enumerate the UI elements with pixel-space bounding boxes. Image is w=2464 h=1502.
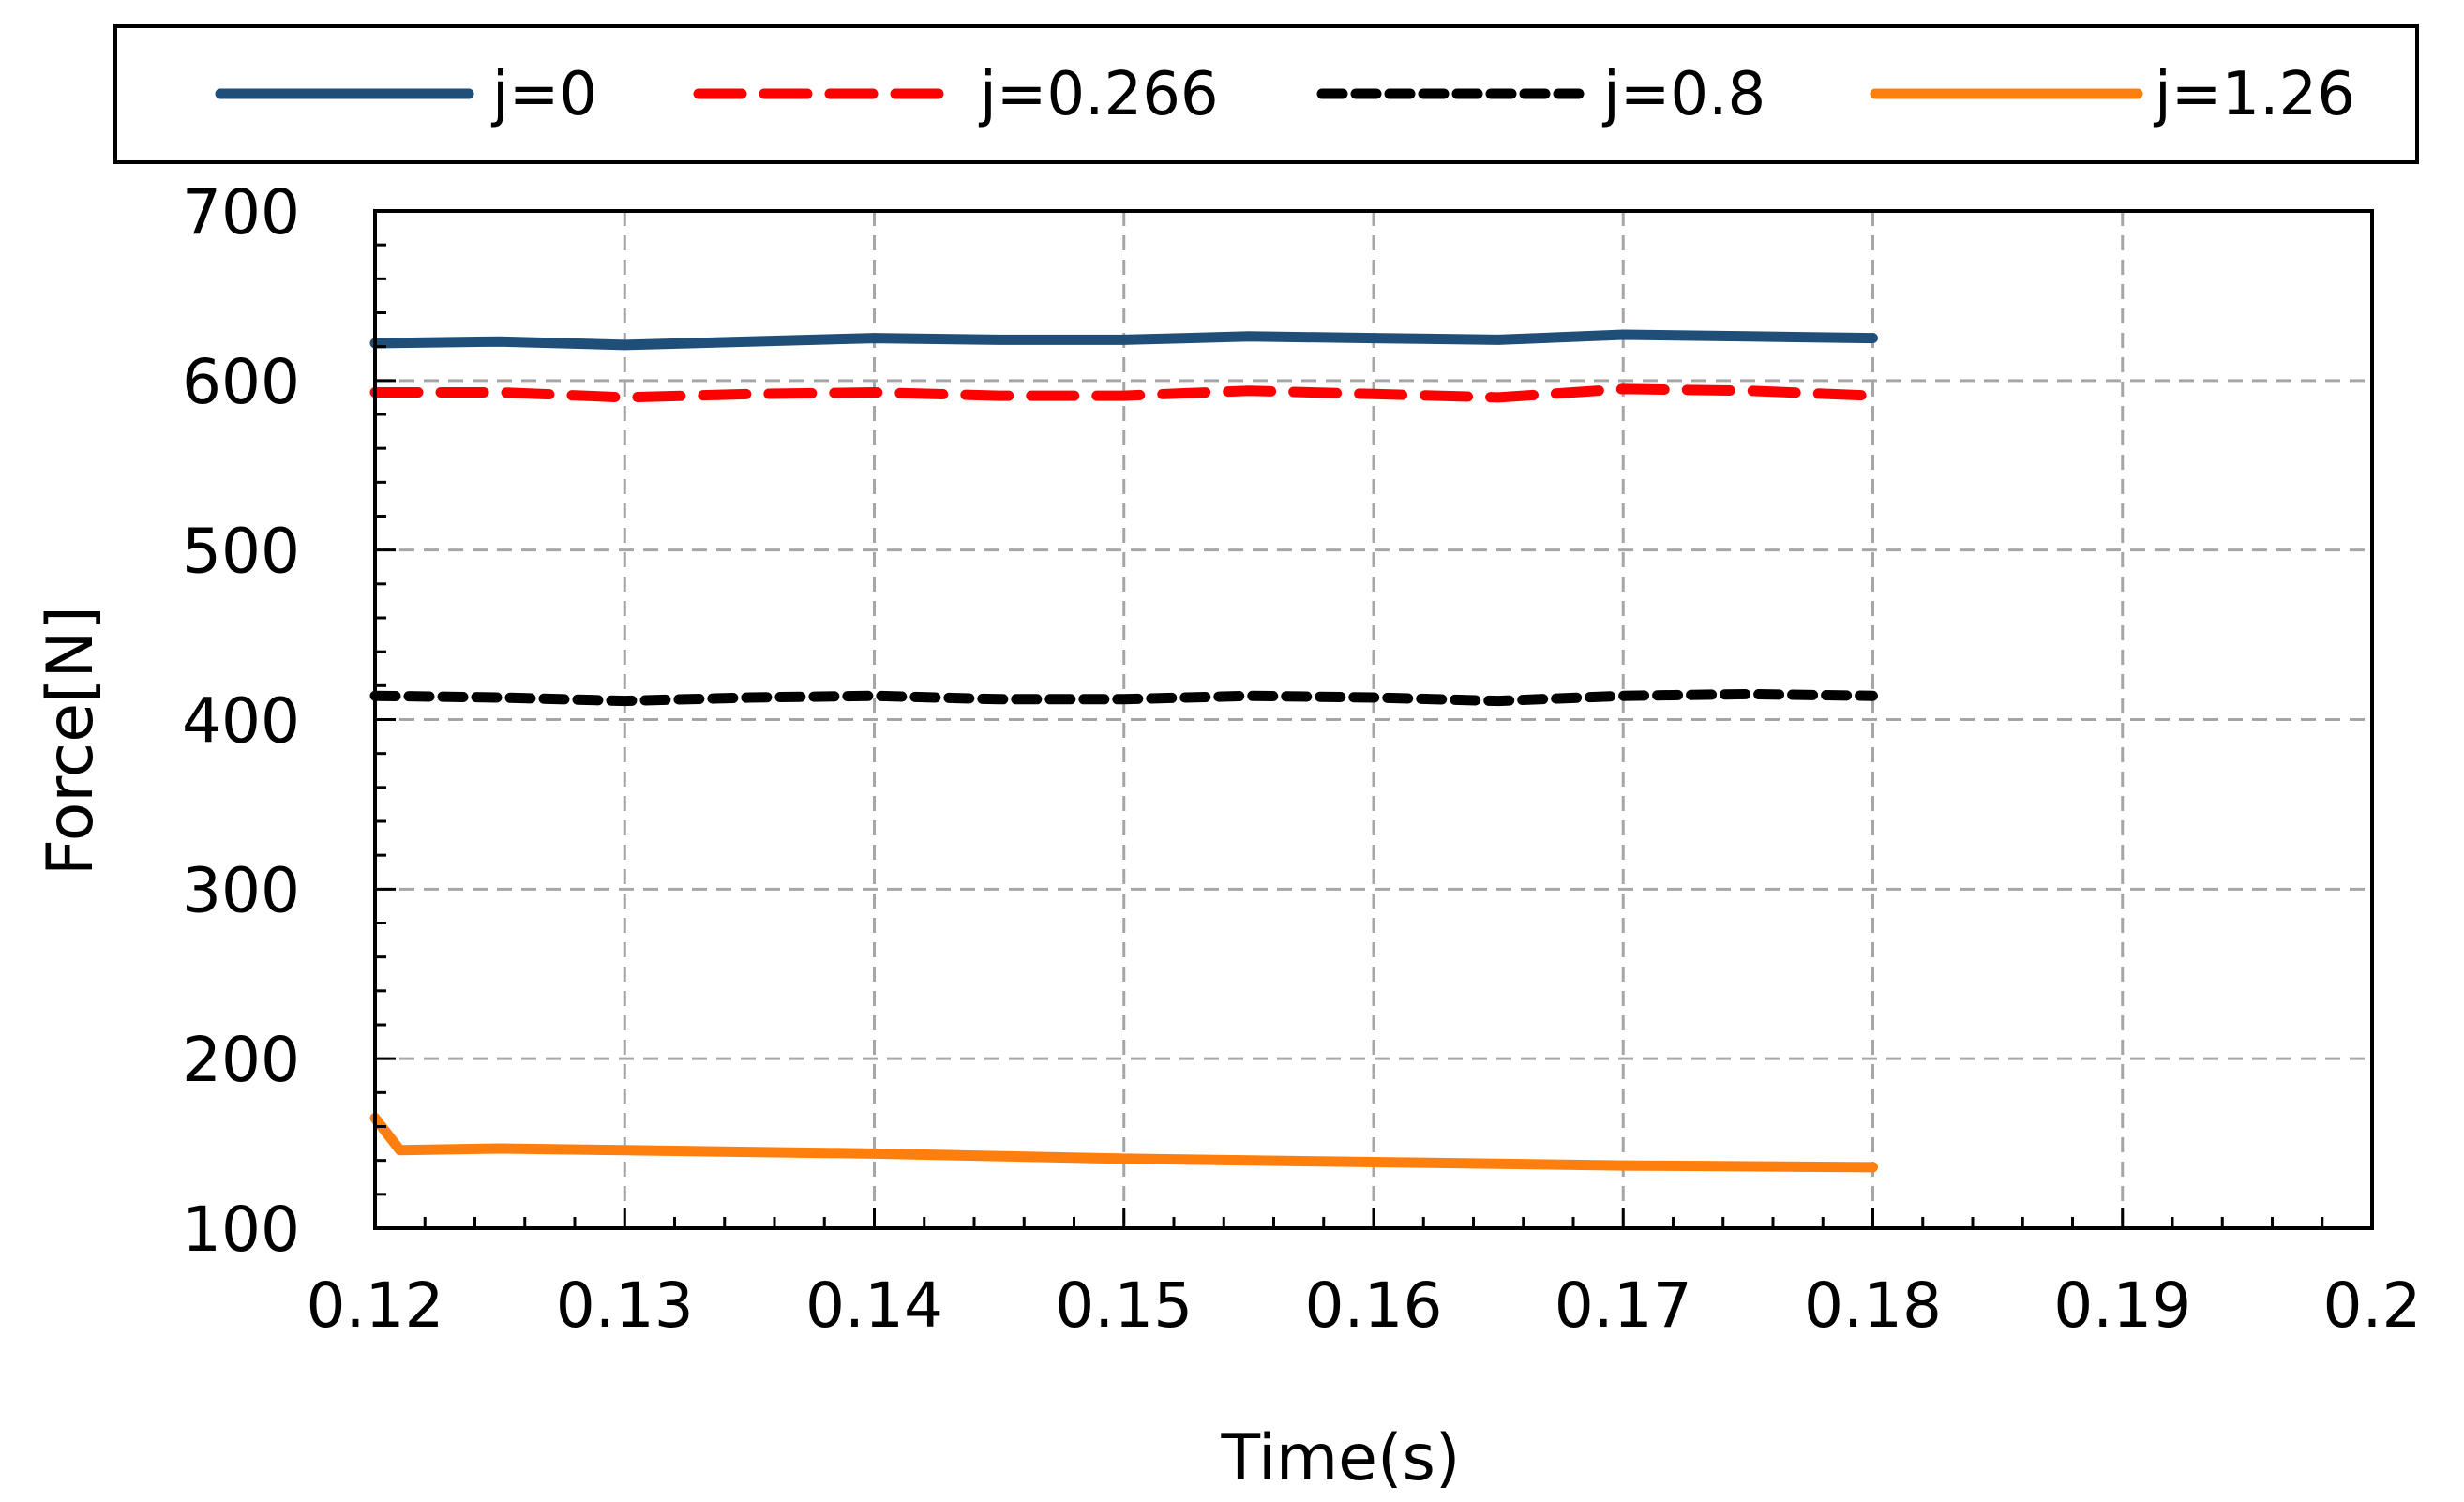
y-tick-label: 400 bbox=[182, 685, 300, 758]
y-tick-label: 600 bbox=[182, 346, 300, 418]
x-tick-label: 0.13 bbox=[556, 1269, 694, 1342]
x-tick-label: 0.18 bbox=[1804, 1269, 1942, 1342]
y-tick-label: 100 bbox=[182, 1194, 300, 1266]
y-tick-label: 300 bbox=[182, 854, 300, 926]
y-axis-title: Force[N] bbox=[34, 606, 108, 876]
x-tick-label: 0.14 bbox=[805, 1269, 943, 1342]
x-tick-label: 0.15 bbox=[1055, 1269, 1193, 1342]
x-tick-label: 0.17 bbox=[1555, 1269, 1692, 1342]
x-tick-label: 0.2 bbox=[2323, 1269, 2422, 1342]
legend-label-3: j=0.8 bbox=[1601, 60, 1765, 129]
axes: 0.12 0.13 0.14 0.15 0.16 0.17 0.18 0.19 0.2 100 20… bbox=[182, 176, 2421, 1342]
legend-label-1: j=0 bbox=[490, 60, 597, 129]
x-tick-label: 0.12 bbox=[307, 1269, 444, 1342]
x-tick-label: 0.16 bbox=[1305, 1269, 1443, 1342]
legend: j=0 j=0.266 j=0.8 j=1.26 bbox=[113, 24, 2419, 164]
series-line-2 bbox=[369, 383, 1878, 403]
series-layer bbox=[369, 329, 1878, 1173]
series-line-4 bbox=[369, 1113, 1878, 1173]
y-tick-label: 500 bbox=[182, 516, 300, 588]
legend-label-2: j=0.266 bbox=[978, 60, 1219, 129]
series-line-1 bbox=[369, 329, 1878, 351]
grid bbox=[375, 209, 2374, 1228]
series-line-3 bbox=[369, 688, 1878, 707]
y-tick-label: 700 bbox=[182, 176, 300, 248]
x-axis-title: Time(s) bbox=[1221, 1421, 1461, 1495]
x-tick-label: 0.19 bbox=[2053, 1269, 2191, 1342]
legend-label-4: j=1.26 bbox=[2153, 60, 2355, 129]
y-tick-label: 200 bbox=[182, 1024, 300, 1096]
